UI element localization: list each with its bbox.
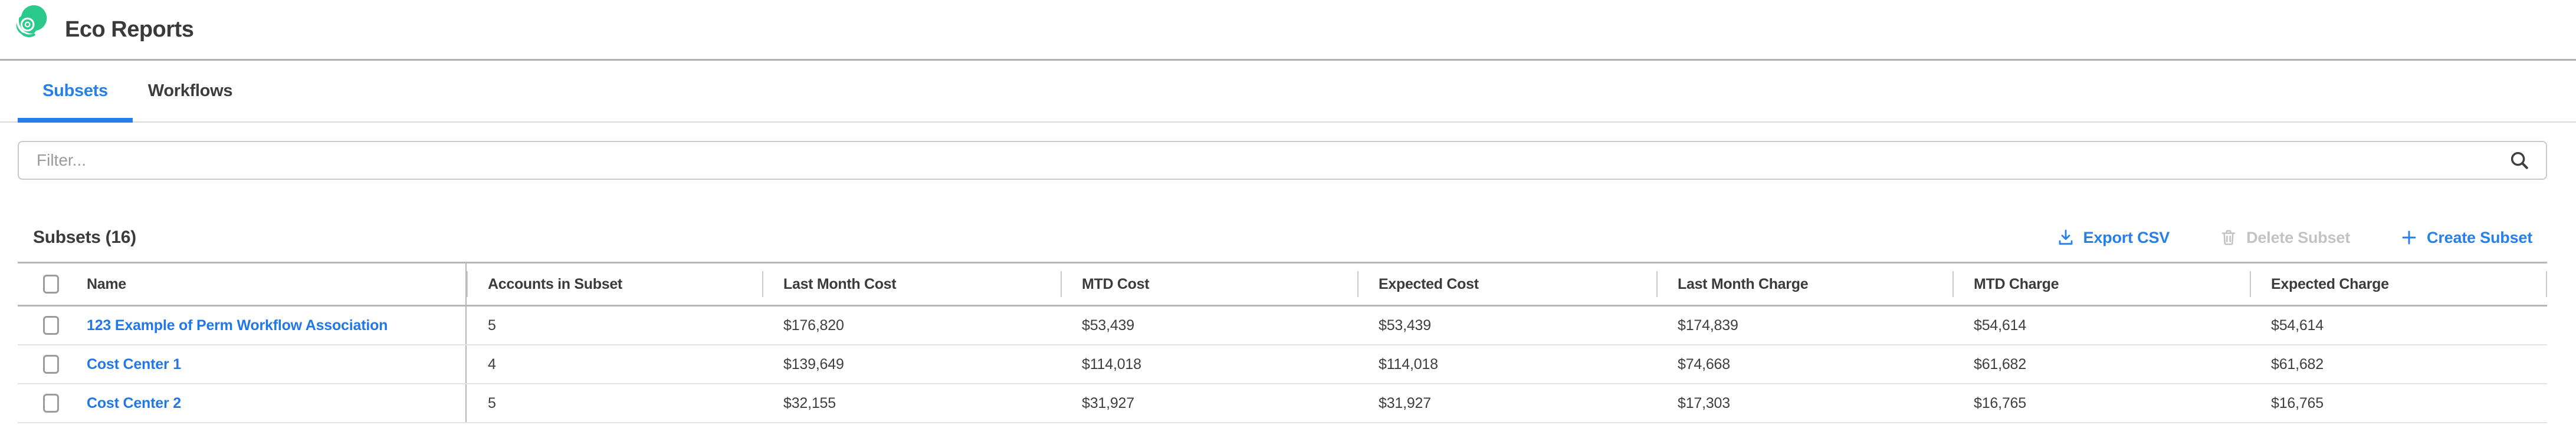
cell-accounts: 5 — [488, 317, 496, 334]
cell-mtd-charge: $54,614 — [1974, 317, 2026, 334]
table-row: Cost Center 2 5 $32,155 $31,927 $31,927 … — [18, 384, 2547, 423]
tab-workflows[interactable]: Workflows — [133, 61, 248, 121]
cell-last-month-cost: $32,155 — [783, 394, 836, 411]
cell-expected-cost: $53,439 — [1379, 317, 1431, 334]
cell-last-month-charge: $174,839 — [1678, 317, 1738, 334]
cell-mtd-cost: $53,439 — [1082, 317, 1134, 334]
subsets-toolbar: Subsets (16) Export CSV Delete Subset — [0, 219, 2576, 256]
cell-mtd-cost: $114,018 — [1082, 355, 1141, 373]
table-row: Cost Center 1 4 $139,649 $114,018 $114,0… — [18, 345, 2547, 384]
header-label: MTD Charge — [1974, 275, 2059, 292]
cell-name: Cost Center 2 — [18, 384, 467, 422]
cell-mtd-charge: $16,765 — [1974, 394, 2026, 411]
eco-spiral-logo-icon — [16, 5, 47, 38]
cell-mtd-charge: $61,682 — [1974, 355, 2026, 373]
create-subset-button[interactable]: Create Subset — [2400, 228, 2532, 247]
header-cell[interactable]: Expected Charge — [2250, 263, 2547, 305]
active-tab-indicator — [18, 118, 133, 123]
export-csv-button[interactable]: Export CSV — [2056, 228, 2170, 247]
table-body: 123 Example of Perm Workflow Association… — [18, 307, 2547, 423]
table-row: 123 Example of Perm Workflow Association… — [18, 307, 2547, 345]
table-header-row: Name Accounts in Subset Last Month Cost … — [18, 263, 2547, 307]
header-cell[interactable]: MTD Cost — [1061, 263, 1357, 305]
tab-bar: Subsets Workflows — [0, 61, 2576, 123]
cell-accounts: 4 — [488, 355, 496, 373]
header-label: Accounts in Subset — [488, 275, 622, 292]
tab-workflows-label: Workflows — [147, 81, 233, 100]
trash-icon — [2221, 230, 2236, 245]
cell-accounts: 5 — [488, 394, 496, 411]
cell-expected-cost: $31,927 — [1379, 394, 1431, 411]
filter-box — [18, 141, 2547, 180]
header-cell[interactable]: Accounts in Subset — [467, 263, 762, 305]
cell-mtd-cost: $31,927 — [1082, 394, 1134, 411]
create-subset-label: Create Subset — [2427, 228, 2532, 246]
row-checkbox[interactable] — [43, 355, 59, 374]
export-csv-label: Export CSV — [2083, 228, 2170, 246]
cell-expected-cost: $114,018 — [1379, 355, 1438, 373]
cell-expected-charge: $61,682 — [2271, 355, 2324, 373]
subset-name-link[interactable]: Cost Center 2 — [87, 394, 181, 411]
toolbar-actions: Export CSV Delete Subset Create Subset — [2056, 228, 2532, 247]
select-all-checkbox[interactable] — [43, 275, 59, 294]
section-heading: Subsets (16) — [33, 228, 136, 247]
header-cell[interactable]: Last Month Cost — [762, 263, 1061, 305]
delete-subset-label: Delete Subset — [2246, 228, 2351, 246]
subsets-table: Name Accounts in Subset Last Month Cost … — [18, 262, 2547, 423]
header-cell-name: Name — [18, 263, 467, 305]
tab-subsets-label: Subsets — [42, 81, 108, 100]
cell-name: 123 Example of Perm Workflow Association — [18, 307, 467, 344]
header-label-name: Name — [87, 275, 126, 292]
header-label: Last Month Charge — [1678, 275, 1809, 292]
header-label: Last Month Cost — [783, 275, 897, 292]
cell-last-month-charge: $74,668 — [1678, 355, 1730, 373]
header-cell[interactable]: Expected Cost — [1357, 263, 1656, 305]
header-cell[interactable]: MTD Charge — [1952, 263, 2250, 305]
app-header: Eco Reports — [0, 0, 2576, 61]
cell-expected-charge: $16,765 — [2271, 394, 2324, 411]
tab-subsets[interactable]: Subsets — [18, 61, 133, 123]
header-label: Expected Cost — [1379, 275, 1479, 292]
row-checkbox[interactable] — [43, 394, 59, 413]
plus-icon — [2402, 230, 2416, 245]
header-cell[interactable]: Last Month Charge — [1656, 263, 1952, 305]
filter-input[interactable] — [19, 142, 2508, 179]
cell-name: Cost Center 1 — [18, 345, 467, 383]
delete-subset-button[interactable]: Delete Subset — [2219, 228, 2350, 247]
row-checkbox[interactable] — [43, 316, 59, 335]
cell-last-month-charge: $17,303 — [1678, 394, 1730, 411]
download-icon — [2059, 229, 2072, 245]
search-icon — [2511, 151, 2528, 169]
cell-last-month-cost: $139,649 — [783, 355, 844, 373]
cell-last-month-cost: $176,820 — [783, 317, 844, 334]
header-label: Expected Charge — [2271, 275, 2389, 292]
subset-name-link[interactable]: Cost Center 1 — [87, 355, 181, 373]
header-label: MTD Cost — [1082, 275, 1150, 292]
subset-name-link[interactable]: 123 Example of Perm Workflow Association — [87, 317, 388, 334]
page-title: Eco Reports — [65, 17, 194, 42]
cell-expected-charge: $54,614 — [2271, 317, 2324, 334]
